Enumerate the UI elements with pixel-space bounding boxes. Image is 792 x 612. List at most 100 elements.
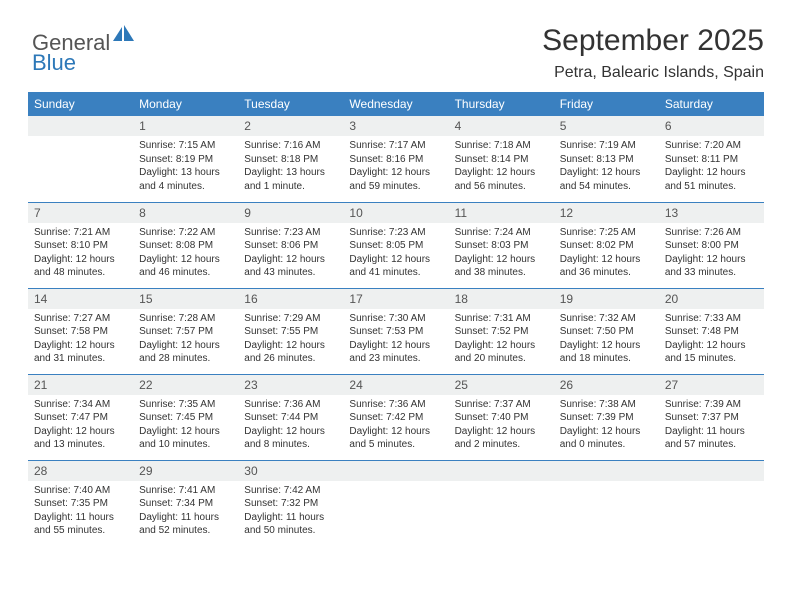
day-sunset: Sunset: 7:42 PM [349,411,442,425]
day-daylight: Daylight: 11 hours and 57 minutes. [665,425,758,452]
calendar-day-cell: 6Sunrise: 7:20 AMSunset: 8:11 PMDaylight… [659,116,764,202]
day-sunset: Sunset: 7:57 PM [139,325,232,339]
day-number [659,461,764,481]
day-sunrise: Sunrise: 7:38 AM [560,398,653,412]
day-sunrise: Sunrise: 7:24 AM [455,226,548,240]
day-sunrise: Sunrise: 7:31 AM [455,312,548,326]
day-sunset: Sunset: 8:14 PM [455,153,548,167]
calendar-day-cell: 28Sunrise: 7:40 AMSunset: 7:35 PMDayligh… [28,460,133,546]
day-daylight: Daylight: 12 hours and 13 minutes. [34,425,127,452]
day-daylight: Daylight: 12 hours and 5 minutes. [349,425,442,452]
calendar-day-cell [554,460,659,546]
day-number: 1 [133,116,238,136]
day-sunrise: Sunrise: 7:26 AM [665,226,758,240]
calendar-day-cell [343,460,448,546]
calendar-week-row: 21Sunrise: 7:34 AMSunset: 7:47 PMDayligh… [28,374,764,460]
day-sunset: Sunset: 7:44 PM [244,411,337,425]
day-daylight: Daylight: 11 hours and 52 minutes. [139,511,232,538]
day-number: 8 [133,203,238,223]
logo-text-blue: Blue [32,50,76,75]
day-sunset: Sunset: 7:55 PM [244,325,337,339]
sail-icon [113,25,135,48]
calendar-day-cell [28,116,133,202]
day-daylight: Daylight: 11 hours and 50 minutes. [244,511,337,538]
day-daylight: Daylight: 12 hours and 33 minutes. [665,253,758,280]
day-sunset: Sunset: 7:50 PM [560,325,653,339]
day-number: 2 [238,116,343,136]
day-number: 11 [449,203,554,223]
day-number: 29 [133,461,238,481]
day-number: 20 [659,289,764,309]
day-sunrise: Sunrise: 7:30 AM [349,312,442,326]
day-number: 10 [343,203,448,223]
day-daylight: Daylight: 12 hours and 28 minutes. [139,339,232,366]
calendar-day-cell: 13Sunrise: 7:26 AMSunset: 8:00 PMDayligh… [659,202,764,288]
day-number [449,461,554,481]
day-sunset: Sunset: 7:35 PM [34,497,127,511]
day-number: 23 [238,375,343,395]
calendar-day-cell: 17 Sunrise: 7:30 AMSunset: 7:53 PMDayligh… [343,288,448,374]
calendar-day-cell: 27Sunrise: 7:39 AMSunset: 7:37 PMDayligh… [659,374,764,460]
day-sunrise: Sunrise: 7:36 AM [349,398,442,412]
weekday-header: Tuesday [238,92,343,116]
calendar-day-cell: 19Sunrise: 7:32 AMSunset: 7:50 PMDayligh… [554,288,659,374]
day-sunrise: Sunrise: 7:34 AM [34,398,127,412]
day-sunrise: Sunrise: 7:21 AM [34,226,127,240]
calendar-day-cell: 21Sunrise: 7:34 AMSunset: 7:47 PMDayligh… [28,374,133,460]
day-daylight: Daylight: 11 hours and 55 minutes. [34,511,127,538]
day-number: 17 [343,289,448,309]
calendar-day-cell: 5Sunrise: 7:19 AMSunset: 8:13 PMDaylight… [554,116,659,202]
weekday-header: Wednesday [343,92,448,116]
calendar-day-cell: 4Sunrise: 7:18 AMSunset: 8:14 PMDaylight… [449,116,554,202]
day-number: 14 [28,289,133,309]
day-daylight: Daylight: 12 hours and 43 minutes. [244,253,337,280]
weekday-header: Thursday [449,92,554,116]
calendar-day-cell: 11Sunrise: 7:24 AMSunset: 8:03 PMDayligh… [449,202,554,288]
day-sunset: Sunset: 7:48 PM [665,325,758,339]
day-sunrise: Sunrise: 7:32 AM [560,312,653,326]
calendar-day-cell [659,460,764,546]
day-number: 4 [449,116,554,136]
day-sunrise: Sunrise: 7:36 AM [244,398,337,412]
day-sunset: Sunset: 8:05 PM [349,239,442,253]
day-daylight: Daylight: 12 hours and 23 minutes. [349,339,442,366]
day-sunrise: Sunrise: 7:19 AM [560,139,653,153]
day-sunset: Sunset: 8:19 PM [139,153,232,167]
day-sunset: Sunset: 8:10 PM [34,239,127,253]
calendar-day-cell: 25Sunrise: 7:37 AMSunset: 7:40 PMDayligh… [449,374,554,460]
day-number [554,461,659,481]
calendar-day-cell: 29 Sunrise: 7:41 AMSunset: 7:34 PMDayligh… [133,460,238,546]
calendar-day-cell: 23Sunrise: 7:36 AMSunset: 7:44 PMDayligh… [238,374,343,460]
day-sunrise: Sunrise: 7:15 AM [139,139,232,153]
day-sunrise: Sunrise: 7:42 AM [244,484,337,498]
day-daylight: Daylight: 12 hours and 2 minutes. [455,425,548,452]
calendar-day-cell: 12Sunrise: 7:25 AMSunset: 8:02 PMDayligh… [554,202,659,288]
day-number: 7 [28,203,133,223]
calendar-day-cell: 20Sunrise: 7:33 AMSunset: 7:48 PMDayligh… [659,288,764,374]
day-number: 16 [238,289,343,309]
calendar-day-cell: 10Sunrise: 7:23 AMSunset: 8:05 PMDayligh… [343,202,448,288]
calendar-day-cell: 24 Sunrise: 7:36 AMSunset: 7:42 PMDayligh… [343,374,448,460]
calendar-day-cell: 30Sunrise: 7:42 AMSunset: 7:32 PMDayligh… [238,460,343,546]
calendar-day-cell: 22Sunrise: 7:35 AMSunset: 7:45 PMDayligh… [133,374,238,460]
calendar-day-cell: 3Sunrise: 7:17 AMSunset: 8:16 PMDaylight… [343,116,448,202]
day-sunrise: Sunrise: 7:40 AM [34,484,127,498]
day-sunset: Sunset: 7:53 PM [349,325,442,339]
day-sunrise: Sunrise: 7:41 AM [139,484,232,498]
weekday-header: Monday [133,92,238,116]
calendar-day-cell [449,460,554,546]
calendar-day-cell: 9Sunrise: 7:23 AMSunset: 8:06 PMDaylight… [238,202,343,288]
day-sunrise: Sunrise: 7:22 AM [139,226,232,240]
day-sunrise: Sunrise: 7:18 AM [455,139,548,153]
day-sunrise: Sunrise: 7:25 AM [560,226,653,240]
day-number: 24 [343,375,448,395]
day-daylight: Daylight: 12 hours and 46 minutes. [139,253,232,280]
day-sunset: Sunset: 7:34 PM [139,497,232,511]
day-number: 12 [554,203,659,223]
day-number: 13 [659,203,764,223]
logo-line2: Blue [32,50,76,76]
calendar-table: Sunday Monday Tuesday Wednesday Thursday… [28,92,764,546]
day-daylight: Daylight: 13 hours and 4 minutes. [139,166,232,193]
day-sunset: Sunset: 8:06 PM [244,239,337,253]
weekday-header: Friday [554,92,659,116]
